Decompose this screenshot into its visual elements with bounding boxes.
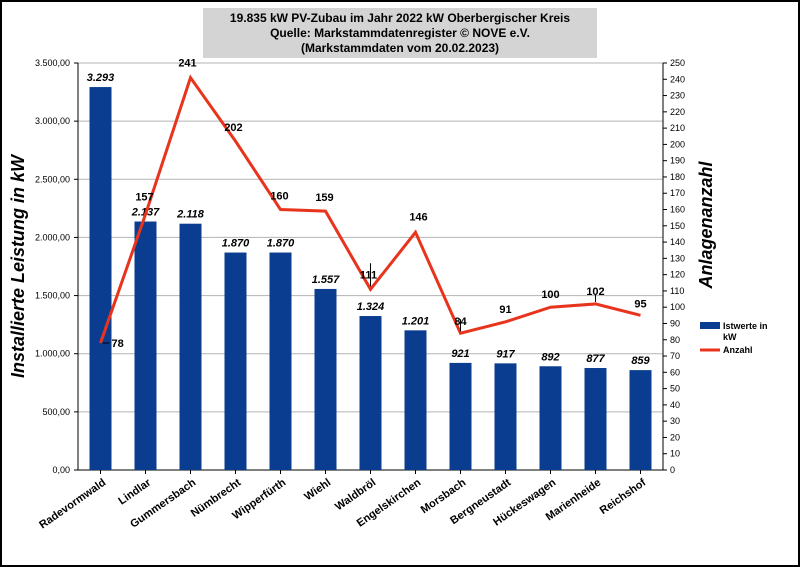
y2-tick-label: 170: [670, 188, 685, 198]
y-tick-label: 2.500,00: [35, 174, 70, 184]
legend-label-anzahl: Anzahl: [723, 345, 753, 355]
y2-tick-label: 110: [670, 286, 684, 296]
y-axis-title: Installierte Leistung in kW: [8, 153, 28, 378]
y2-tick-label: 230: [670, 91, 685, 101]
y-tick-label: 3.500,00: [35, 58, 70, 68]
bar-value-label: 3.293: [87, 72, 115, 84]
chart-title-line-3: (Markstammdaten vom 20.02.2023): [300, 41, 500, 55]
bar: [449, 362, 472, 470]
legend-label-istwerte-line2: kW: [723, 332, 737, 342]
y2-tick-label: 70: [670, 351, 680, 361]
x-category-label: Reichshof: [598, 476, 649, 517]
line-series-anzahl: [99, 74, 641, 344]
line-value-label: 91: [499, 304, 511, 316]
bar-value-label: 1.870: [267, 238, 295, 250]
x-category-label: Wiehl: [302, 477, 333, 504]
bar: [494, 363, 517, 470]
y2-tick-label: 30: [670, 416, 680, 426]
bar-value-label: 921: [451, 348, 469, 360]
chart-title-box: 19.835 kW PV-Zubau im Jahr 2022 kW Oberb…: [203, 8, 597, 58]
line-value-label: 78: [112, 338, 124, 350]
line-value-label: 159: [315, 192, 333, 204]
y2-tick-label: 60: [670, 367, 680, 377]
y2-tick-label: 250: [670, 58, 685, 68]
y2-tick-label: 120: [670, 270, 685, 280]
y2-tick-label: 20: [670, 432, 680, 442]
y2-tick-label: 100: [670, 302, 685, 312]
y2-tick-label: 190: [670, 156, 685, 166]
chart-title-line-1: 19.835 kW PV-Zubau im Jahr 2022 kW Oberb…: [229, 11, 571, 25]
bar-value-label: 1.201: [402, 315, 430, 327]
y2-tick-label: 240: [670, 74, 685, 84]
bar-value-label: 859: [631, 355, 650, 367]
line-value-label: 95: [634, 298, 646, 310]
bar: [539, 366, 562, 470]
line-value-label: 157: [135, 191, 153, 203]
bar: [359, 316, 382, 470]
legend-swatch-bar: [700, 322, 720, 329]
line-value-label: 102: [586, 286, 604, 298]
y2-tick-label: 200: [670, 139, 685, 149]
line-value-label: 146: [409, 211, 427, 223]
x-category-label: Lindlar: [116, 476, 154, 507]
y2-tick-label: 140: [670, 237, 685, 247]
bar: [224, 252, 247, 470]
y2-tick-label: 90: [670, 318, 680, 328]
bar: [269, 252, 292, 470]
y2-tick-label: 50: [670, 384, 680, 394]
line-value-label: 100: [541, 289, 559, 301]
y-tick-label: 1.500,00: [35, 291, 70, 301]
bar: [179, 223, 202, 470]
y2-axis-title: Anlagenanzahl: [696, 160, 716, 289]
y-tick-label: 1.000,00: [35, 349, 70, 359]
y-tick-label: 3.000,00: [35, 116, 70, 126]
bar: [404, 330, 427, 470]
y2-tick-label: 130: [670, 253, 685, 263]
y2-tick-label: 10: [670, 449, 680, 459]
bar-value-label: 1.557: [312, 274, 340, 286]
y2-tick-label: 210: [670, 123, 685, 133]
bar-value-label: 2.118: [176, 209, 205, 221]
y-tick-label: 2.000,00: [35, 232, 70, 242]
line-value-label: 202: [224, 122, 242, 134]
bar: [134, 221, 157, 470]
y-tick-label: 0,00: [52, 465, 70, 475]
y2-tick-label: 180: [670, 172, 685, 182]
bar-value-label: 1.870: [222, 238, 250, 250]
y-tick-label: 500,00: [42, 407, 70, 417]
y2-tick-label: 0: [670, 465, 675, 475]
bar: [629, 370, 652, 470]
y2-tick-label: 220: [670, 107, 685, 117]
line-value-label: 111: [360, 269, 377, 281]
y2-tick-label: 40: [670, 400, 680, 410]
y2-tick-label: 160: [670, 205, 685, 215]
x-category-label: Radevormwald: [37, 477, 108, 532]
bar-value-label: 1.324: [357, 301, 385, 313]
line-value-label: 160: [270, 191, 288, 203]
legend-label-istwerte: Istwerte in: [723, 321, 768, 331]
bar: [89, 87, 112, 471]
chart-title-line-2: Quelle: Markstammdatenregister © NOVE e.…: [270, 26, 530, 40]
bar-value-label: 892: [541, 351, 559, 363]
bar: [314, 288, 337, 470]
bar: [584, 368, 607, 470]
bar-value-label: 917: [496, 348, 515, 360]
bar-value-label: 877: [586, 353, 605, 365]
y2-tick-label: 150: [670, 221, 685, 231]
y2-tick-label: 80: [670, 335, 680, 345]
line-value-label: 241: [178, 58, 196, 70]
